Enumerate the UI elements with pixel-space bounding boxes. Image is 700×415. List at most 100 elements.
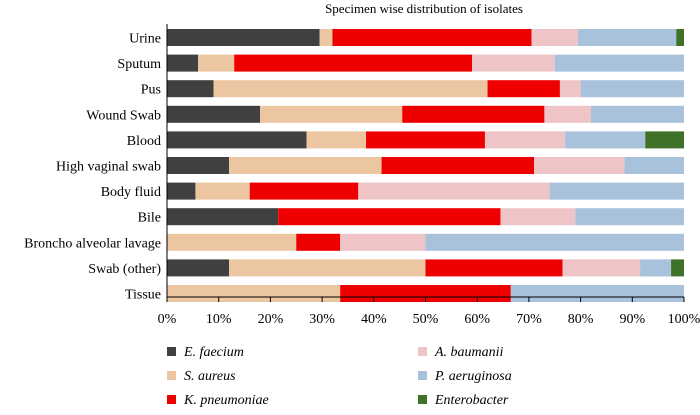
bar-segment-swab-other-e-faecium (167, 259, 230, 277)
bar-segment-wound-swab-s-aureus (260, 105, 403, 123)
bar-segment-broncho-alveolar-lavage-k-pneumoniae (296, 233, 341, 251)
legend-label-e-faecium: E. faecium (183, 345, 244, 360)
legend-item-p-aeruginosa: P. aeruginosa (418, 369, 512, 384)
bar-segment-high-vaginal-swab-a-baumanii (534, 157, 625, 174)
bar-segment-wound-swab-k-pneumoniae (402, 105, 545, 123)
legend-item-e-faecium: E. faecium (167, 345, 244, 360)
bar-segment-bile-k-pneumoniae (278, 208, 501, 226)
x-tick-label: 90% (619, 312, 645, 327)
chart-title: Specimen wise distribution of isolates (325, 1, 523, 16)
legend-item-enterobacter: Enterobacter (418, 393, 509, 408)
category-label-blood: Blood (127, 134, 161, 149)
x-tick-label: 60% (464, 312, 490, 327)
legend-label-enterobacter: Enterobacter (434, 393, 509, 408)
bar-segment-pus-k-pneumoniae (487, 80, 560, 98)
category-label-pus: Pus (141, 83, 161, 98)
bar-segment-broncho-alveolar-lavage-a-baumanii (340, 233, 426, 251)
bar-segment-tissue-p-aeruginosa (510, 285, 684, 302)
legend-swatch-e-faecium (167, 347, 176, 356)
bar-segment-body-fluid-k-pneumoniae (249, 182, 359, 200)
bar-segment-high-vaginal-swab-e-faecium (167, 157, 230, 174)
category-label-wound-swab: Wound Swab (86, 108, 161, 123)
bar-segment-bile-e-faecium (167, 208, 279, 226)
bar-segment-sputum-p-aeruginosa (554, 54, 684, 72)
bar-segment-high-vaginal-swab-k-pneumoniae (381, 157, 535, 174)
category-label-urine: Urine (129, 32, 161, 47)
x-tick-label: 100% (668, 312, 700, 327)
bar-segment-urine-k-pneumoniae (332, 29, 532, 46)
category-label-bile: Bile (138, 211, 161, 226)
bar-segment-pus-a-baumanii (559, 80, 581, 98)
bar-segment-sputum-e-faecium (167, 54, 199, 72)
x-tick-label: 0% (158, 312, 177, 327)
legend-item-a-baumanii: A. baumanii (418, 345, 504, 360)
bar-segment-pus-p-aeruginosa (580, 80, 684, 98)
bar-segment-wound-swab-p-aeruginosa (590, 105, 684, 123)
category-label-body-fluid: Body fluid (101, 185, 161, 200)
bar-segment-wound-swab-e-faecium (167, 105, 261, 123)
bar-segment-urine-e-faecium (167, 29, 320, 46)
bar-segment-body-fluid-a-baumanii (358, 182, 550, 200)
category-label-broncho-alveolar-lavage: Broncho alveolar lavage (24, 236, 161, 251)
legend: E. faecium S. aureus K. pneumoniae A. bauma… (167, 345, 512, 408)
x-tick-label: 20% (258, 312, 284, 327)
bar-segment-blood-e-faecium (167, 131, 307, 149)
bar-segment-body-fluid-e-faecium (167, 182, 196, 200)
legend-swatch-enterobacter (418, 395, 427, 404)
category-label-tissue: Tissue (125, 288, 161, 303)
bar-segment-urine-enterobacter (676, 29, 684, 46)
bar-segment-blood-a-baumanii (484, 131, 566, 149)
bar-segment-high-vaginal-swab-s-aureus (229, 157, 382, 174)
bar-segment-broncho-alveolar-lavage-p-aeruginosa (425, 233, 684, 251)
bar-segment-pus-s-aureus (213, 80, 488, 98)
legend-item-s-aureus: S. aureus (167, 369, 236, 384)
category-label-swab-other: Swab (other) (88, 262, 161, 277)
legend-label-a-baumanii: A. baumanii (434, 345, 504, 360)
category-label-sputum: Sputum (117, 57, 161, 72)
legend-swatch-s-aureus (167, 371, 176, 380)
bar-segment-bile-p-aeruginosa (575, 208, 684, 226)
legend-swatch-k-pneumoniae (167, 395, 176, 404)
bar-segment-high-vaginal-swab-p-aeruginosa (624, 157, 684, 174)
bar-segment-blood-enterobacter (645, 131, 684, 149)
x-tick-label: 40% (361, 312, 387, 327)
x-tick-label: 50% (413, 312, 439, 327)
bar-segment-tissue-s-aureus (167, 285, 341, 302)
bar-segment-swab-other-p-aeruginosa (640, 259, 672, 277)
bar-segment-urine-s-aureus (319, 29, 333, 46)
x-tick-label: 30% (309, 312, 335, 327)
bar-segment-urine-p-aeruginosa (578, 29, 677, 46)
bar-segment-blood-s-aureus (306, 131, 367, 149)
bar-segment-tissue-k-pneumoniae (340, 285, 511, 302)
legend-swatch-p-aeruginosa (418, 371, 427, 380)
bar-segment-swab-other-k-pneumoniae (425, 259, 563, 277)
x-tick-label: 80% (568, 312, 594, 327)
legend-label-p-aeruginosa: P. aeruginosa (434, 369, 512, 384)
bar-segment-pus-e-faecium (167, 80, 214, 98)
category-label-high-vaginal-swab: High vaginal swab (56, 160, 161, 175)
bars-group: Urine Sputum Pus Wound Swab Blood High vagina… (24, 29, 684, 303)
legend-item-k-pneumoniae: K. pneumoniae (167, 393, 269, 408)
bar-segment-broncho-alveolar-lavage-s-aureus (167, 233, 297, 251)
bar-segment-swab-other-s-aureus (229, 259, 426, 277)
bar-segment-blood-k-pneumoniae (366, 131, 485, 149)
legend-swatch-a-baumanii (418, 347, 427, 356)
bar-segment-swab-other-a-baumanii (562, 259, 641, 277)
axis-group: 0% 10% 20% 30% 40% 50% 60% 70% 80% 90% 100% (158, 24, 700, 327)
bar-segment-urine-a-baumanii (531, 29, 579, 46)
bar-segment-blood-p-aeruginosa (565, 131, 646, 149)
legend-label-k-pneumoniae: K. pneumoniae (183, 393, 269, 408)
legend-label-s-aureus: S. aureus (184, 369, 236, 384)
bar-segment-body-fluid-s-aureus (195, 182, 250, 200)
x-tick-label: 70% (516, 312, 542, 327)
bar-segment-sputum-k-pneumoniae (234, 54, 473, 72)
bar-segment-wound-swab-a-baumanii (544, 105, 591, 123)
bar-segment-swab-other-enterobacter (671, 259, 684, 277)
bar-segment-sputum-s-aureus (198, 54, 235, 72)
bar-segment-sputum-a-baumanii (472, 54, 555, 72)
bar-segment-bile-a-baumanii (500, 208, 576, 226)
x-tick-label: 10% (206, 312, 232, 327)
bar-segment-body-fluid-p-aeruginosa (549, 182, 684, 200)
